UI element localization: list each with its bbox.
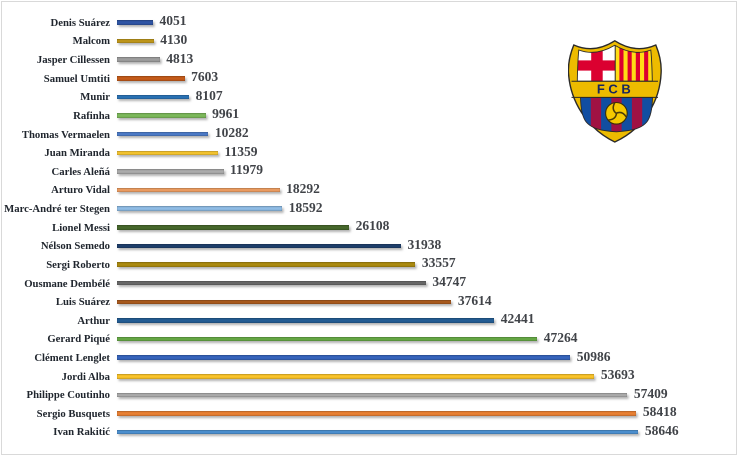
svg-text:FCB: FCB bbox=[597, 82, 635, 97]
